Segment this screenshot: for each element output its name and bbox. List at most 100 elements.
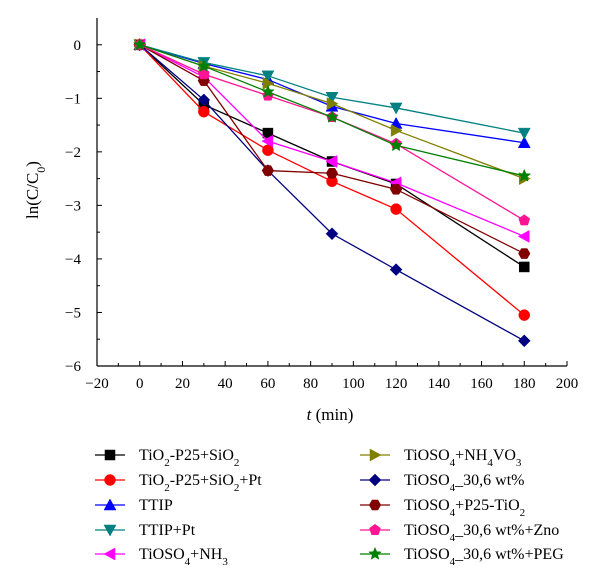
data-point xyxy=(261,165,274,176)
legend-marker xyxy=(369,448,382,462)
data-point xyxy=(198,105,210,118)
series-line xyxy=(139,44,525,268)
x-axis-label: t (min) xyxy=(307,405,354,424)
legend-label: TiOSO4_30,6 wt%+Zno xyxy=(404,522,559,544)
data-point xyxy=(390,184,403,195)
y-axis: 0 −1 −2 −3 −4 −5 −6 xyxy=(65,38,102,375)
data-point xyxy=(517,127,531,140)
x-tick-label: 140 xyxy=(428,376,451,392)
series-8 xyxy=(133,38,531,226)
legend-label: TiOSO4+NH3 xyxy=(139,546,228,568)
data-point xyxy=(389,138,403,152)
series-line xyxy=(139,44,525,255)
series-7 xyxy=(133,39,531,259)
data-point xyxy=(261,84,275,98)
data-point xyxy=(325,155,338,168)
data-point xyxy=(518,309,531,321)
data-point xyxy=(518,214,531,226)
x-axis-label-variable: t xyxy=(307,405,313,424)
y-tick-label: −1 xyxy=(65,91,81,107)
legend-item: TiOSO4+P25-TiO2 xyxy=(360,497,525,519)
data-point xyxy=(261,134,274,148)
legend-item: TTIP xyxy=(95,497,173,514)
series-line xyxy=(139,44,525,221)
data-point xyxy=(325,91,339,104)
legend-label: TTIP+Pt xyxy=(139,522,196,539)
series-1 xyxy=(133,39,531,321)
x-tick-label: 80 xyxy=(303,376,318,392)
x-tick-label: 180 xyxy=(513,376,536,392)
y-tick-label: −6 xyxy=(65,359,81,375)
data-point xyxy=(389,263,403,276)
y-axis-label-close: ) xyxy=(23,161,42,167)
x-tick-label: 200 xyxy=(556,376,579,392)
legend-item: TiO2-P25+SiO2+Pt xyxy=(95,472,262,494)
data-point xyxy=(517,230,530,243)
y-axis-label: ln(C/C0) xyxy=(23,161,48,219)
data-point xyxy=(517,168,532,182)
series-layer xyxy=(132,37,532,348)
legend-marker xyxy=(104,474,116,486)
y-tick-label: −4 xyxy=(65,252,81,268)
legend-label: TiO2-P25+SiO2+Pt xyxy=(139,472,262,494)
legend-marker xyxy=(104,449,116,461)
x-tick-label: 60 xyxy=(260,376,275,392)
x-tick-label: 120 xyxy=(385,376,408,392)
data-point xyxy=(326,97,339,111)
legend-label: TiOSO4+NH4VO3 xyxy=(404,447,522,469)
data-point xyxy=(262,144,274,156)
x-tick-label: 0 xyxy=(136,376,144,392)
series-9 xyxy=(132,37,532,182)
data-point xyxy=(390,124,403,137)
series-line xyxy=(139,44,525,134)
legend-marker xyxy=(369,523,381,535)
data-point xyxy=(325,167,339,179)
legend-marker xyxy=(368,499,382,511)
data-point xyxy=(390,203,402,215)
x-axis: −20 0 20 40 60 80 100 120 140 160 180 200 xyxy=(85,361,578,392)
legend-marker xyxy=(103,547,116,561)
y-tick-label: −3 xyxy=(65,198,81,214)
x-tick-label: 20 xyxy=(175,376,190,392)
data-point xyxy=(132,37,147,51)
y-tick-label: −5 xyxy=(65,305,81,321)
data-point xyxy=(325,227,339,241)
y-tick-label: −2 xyxy=(65,145,81,161)
legend-item: TiOSO4_30,6 wt%+Zno xyxy=(360,522,559,544)
x-tick-label: 40 xyxy=(218,376,233,392)
x-axis-label-unit: (min) xyxy=(311,405,353,424)
x-tick-label: 100 xyxy=(342,376,365,392)
legend-item: TTIP+Pt xyxy=(95,522,196,539)
y-axis-label-sub: 0 xyxy=(34,167,48,173)
y-tick-label: 0 xyxy=(74,38,82,54)
data-point xyxy=(197,59,211,72)
data-point xyxy=(519,261,530,273)
series-line xyxy=(139,44,525,316)
x-tick-label: −20 xyxy=(85,376,108,392)
legend-item: TiOSO4_30,6 wt% xyxy=(360,472,525,494)
legend-item: TiO2-P25+SiO2 xyxy=(95,447,239,469)
series-line xyxy=(139,44,525,342)
legend-marker xyxy=(103,524,117,537)
legend-label: TiO2-P25+SiO2 xyxy=(139,447,239,469)
legend-label: TiOSO4+P25-TiO2 xyxy=(404,497,525,519)
legend-label: TiOSO4_30,6 wt% xyxy=(404,472,525,494)
data-point xyxy=(517,334,531,348)
x-tick-label: 160 xyxy=(470,376,493,392)
legend-item: TiOSO4+NH4VO3 xyxy=(360,447,522,469)
data-point xyxy=(517,136,531,148)
legend-item: TiOSO4+NH3 xyxy=(95,546,228,568)
series-line xyxy=(139,44,525,238)
data-point xyxy=(325,109,339,123)
legend-item: TiOSO4_30,6 wt%+PEG xyxy=(360,546,564,568)
series-6 xyxy=(133,38,531,348)
legend-marker xyxy=(368,473,382,487)
legend: TiO2-P25+SiO2 TiO2-P25+SiO2+Pt TTIP TTIP+Pt… xyxy=(95,447,564,568)
series-line xyxy=(139,44,525,177)
legend-marker xyxy=(368,546,382,560)
y-axis-label-base: ln(C/C xyxy=(23,173,42,219)
legend-label: TTIP xyxy=(139,497,173,514)
data-point xyxy=(518,248,531,259)
data-point xyxy=(261,70,275,83)
